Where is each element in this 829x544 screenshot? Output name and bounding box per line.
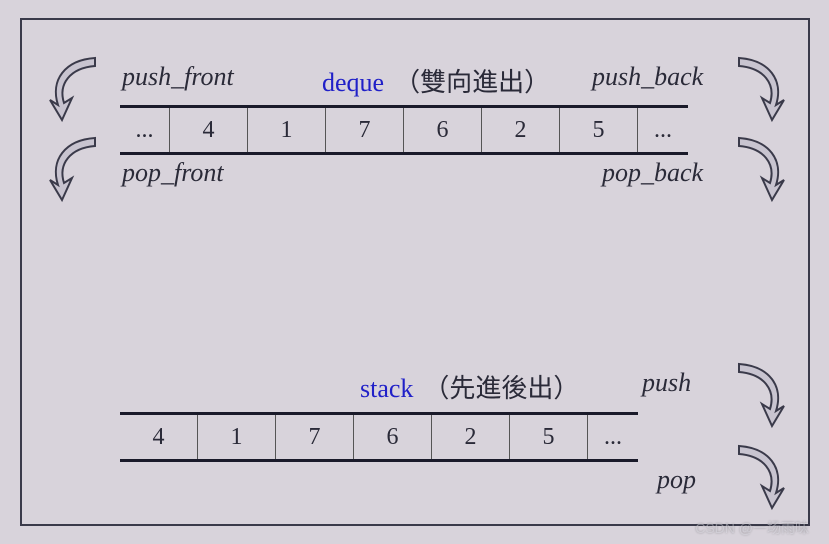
deque-pop-front-label: pop_front [122,158,224,188]
cell: 2 [432,415,510,459]
cell: 5 [510,415,588,459]
stack-subtitle: （先進後出） [423,368,579,405]
cell: 7 [276,415,354,459]
stack-title: stack [360,374,413,404]
cell: ... [120,108,170,152]
stack-push-label: push [642,368,691,398]
stack-cells: 417625... [120,412,638,462]
cell: 4 [120,415,198,459]
cell: ... [588,415,638,459]
cell: 1 [248,108,326,152]
cell: 2 [482,108,560,152]
cell: 6 [354,415,432,459]
arrow-stack-push-icon [714,356,794,436]
arrow-push-back-icon [714,50,794,130]
deque-subtitle: （雙向進出） [394,62,550,99]
deque-push-front-label: push_front [122,62,234,92]
stack-pop-label: pop [657,465,696,495]
arrow-push-front-icon [40,50,120,130]
cell: 6 [404,108,482,152]
deque-cells: ...417625... [120,105,688,155]
watermark: CSDN @一场雨味 [695,518,809,538]
cell: 1 [198,415,276,459]
cell: 4 [170,108,248,152]
cell: ... [638,108,688,152]
cell: 7 [326,108,404,152]
deque-push-back-label: push_back [592,62,703,92]
cell: 5 [560,108,638,152]
arrow-stack-pop-icon [714,438,794,518]
arrow-pop-back-icon [714,130,794,210]
arrow-pop-front-icon [40,130,120,210]
deque-title: deque [322,68,384,98]
diagram-frame: push_front deque （雙向進出） push_back ...417… [20,18,810,526]
deque-pop-back-label: pop_back [602,158,703,188]
